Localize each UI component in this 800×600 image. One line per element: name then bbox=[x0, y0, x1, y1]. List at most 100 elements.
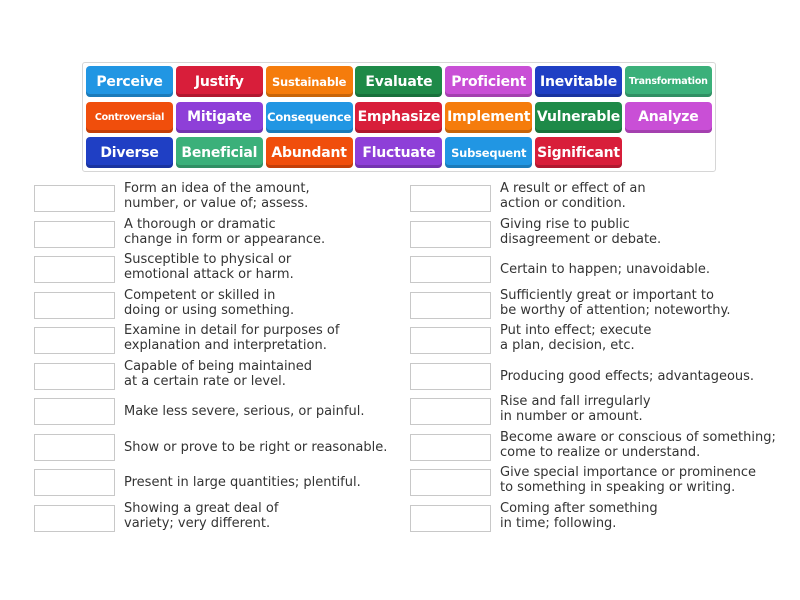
answer-drop-slot[interactable] bbox=[410, 504, 491, 532]
definition-line-1: Competent or skilled in bbox=[124, 287, 276, 303]
definition-line-1: Producing good effects; advantageous. bbox=[500, 368, 755, 384]
word-tile-tray: Perceive Justify Sustainable Evaluate Profic… bbox=[82, 62, 716, 172]
answer-drop-slot[interactable] bbox=[34, 469, 115, 496]
definition-row: Rise and fall irregularly in number or am… bbox=[410, 394, 800, 428]
definition-text: A result or effect of an action or condit… bbox=[500, 181, 800, 211]
answer-drop-slot[interactable] bbox=[410, 185, 491, 212]
word-tile-inevitable[interactable]: Inevitable bbox=[535, 66, 622, 97]
definition-line-2: in time; following. bbox=[500, 515, 617, 531]
definition-text: Producing good effects; advantageous. bbox=[500, 369, 800, 384]
word-tile-consequence[interactable]: Consequence bbox=[265, 101, 353, 133]
definition-line-2: variety; very different. bbox=[124, 515, 271, 531]
word-tile-implement[interactable]: Implement bbox=[445, 101, 533, 133]
definition-text: Sufficiently great or important to be wor… bbox=[500, 288, 800, 318]
definition-line-1: A result or effect of an bbox=[500, 181, 646, 196]
definition-line-1: Coming after something bbox=[500, 500, 658, 516]
definition-line-1: Become aware or conscious of something; bbox=[500, 429, 776, 445]
definition-text: Make less severe, serious, or painful. bbox=[124, 404, 424, 419]
word-tile-proficient[interactable]: Proficient bbox=[445, 66, 533, 97]
answer-drop-slot[interactable] bbox=[410, 327, 491, 354]
definition-row: Certain to happen; unavoidable. bbox=[410, 256, 800, 286]
definition-row: Put into effect; execute a plan, decision… bbox=[410, 323, 800, 357]
definition-row: Susceptible to physical or emotional atta… bbox=[34, 252, 424, 286]
definition-line-1: Put into effect; execute bbox=[500, 323, 652, 338]
answer-drop-slot[interactable] bbox=[34, 185, 115, 212]
definition-line-1: Form an idea of the amount, bbox=[124, 181, 310, 196]
word-tile-abundant[interactable]: Abundant bbox=[265, 137, 353, 168]
definition-line-2: disagreement or debate. bbox=[500, 231, 662, 247]
word-tile-emphasize[interactable]: Emphasize bbox=[355, 101, 443, 133]
definition-text: Examine in detail for purposes of explana… bbox=[124, 323, 424, 353]
definition-line-2: action or condition. bbox=[500, 196, 626, 211]
word-tile-analyze[interactable]: Analyze bbox=[624, 101, 712, 133]
definition-text: Give special importance or prominence to … bbox=[500, 465, 800, 495]
definition-line-1: Giving rise to public bbox=[500, 216, 630, 232]
definition-text: Capable of being maintained at a certain … bbox=[124, 359, 424, 389]
word-tile-transformation[interactable]: Transformation bbox=[624, 66, 712, 97]
answer-drop-slot[interactable] bbox=[410, 256, 491, 283]
definition-text: Show or prove to be right or reasonable. bbox=[124, 440, 424, 455]
answer-drop-slot[interactable] bbox=[34, 256, 115, 283]
definition-text: Competent or skilled in doing or using so… bbox=[124, 288, 424, 318]
definition-line-1: Give special importance or prominence bbox=[500, 465, 757, 480]
answer-drop-slot[interactable] bbox=[410, 398, 491, 425]
definition-row: Competent or skilled in doing or using so… bbox=[34, 288, 424, 322]
answer-drop-slot[interactable] bbox=[410, 291, 491, 319]
word-tile-controversial[interactable]: Controversial bbox=[86, 101, 173, 133]
answer-drop-slot[interactable] bbox=[34, 291, 115, 319]
definition-row: Examine in detail for purposes of explana… bbox=[34, 323, 424, 357]
definition-line-1: Make less severe, serious, or painful. bbox=[124, 404, 365, 419]
definition-line-1: Show or prove to be right or reasonable. bbox=[124, 439, 388, 455]
definition-text: Coming after something in time; following… bbox=[500, 501, 800, 531]
word-tile-beneficial[interactable]: Beneficial bbox=[175, 137, 263, 168]
definition-line-1: Present in large quantities; plentiful. bbox=[124, 475, 361, 490]
definition-line-2: in number or amount. bbox=[500, 409, 643, 424]
definition-line-1: Examine in detail for purposes of bbox=[124, 323, 340, 338]
answer-drop-slot[interactable] bbox=[410, 433, 491, 461]
word-tile-significant[interactable]: Significant bbox=[535, 137, 622, 168]
word-tile-sustainable[interactable]: Sustainable bbox=[265, 66, 353, 97]
definition-line-1: Showing a great deal of bbox=[124, 500, 279, 516]
word-tile-vulnerable[interactable]: Vulnerable bbox=[535, 101, 622, 133]
definition-line-1: Sufficiently great or important to bbox=[500, 287, 714, 303]
definition-row: Giving rise to public disagreement or deb… bbox=[410, 217, 800, 251]
definition-line-2: explanation and interpretation. bbox=[124, 338, 327, 353]
answer-drop-slot[interactable] bbox=[34, 504, 115, 532]
definition-row: Become aware or conscious of something; c… bbox=[410, 430, 800, 464]
definition-row: A result or effect of an action or condit… bbox=[410, 181, 800, 215]
definition-line-2: a plan, decision, etc. bbox=[500, 338, 635, 353]
definition-text: Showing a great deal of variety; very dif… bbox=[124, 501, 424, 531]
answer-drop-slot[interactable] bbox=[410, 362, 491, 390]
definition-row: Showing a great deal of variety; very dif… bbox=[34, 501, 424, 535]
word-tile-diverse[interactable]: Diverse bbox=[86, 137, 173, 168]
answer-drop-slot[interactable] bbox=[410, 469, 491, 496]
definition-line-2: come to realize or understand. bbox=[500, 444, 701, 460]
definition-row: Show or prove to be right or reasonable. bbox=[34, 433, 424, 464]
definition-row: Form an idea of the amount, number, or va… bbox=[34, 181, 424, 215]
answer-drop-slot[interactable] bbox=[34, 220, 115, 248]
word-tile-subsequent[interactable]: Subsequent bbox=[445, 137, 533, 168]
word-tile-fluctuate[interactable]: Fluctuate bbox=[355, 137, 443, 168]
definition-text: Certain to happen; unavoidable. bbox=[500, 262, 800, 277]
answer-drop-slot[interactable] bbox=[34, 327, 115, 354]
word-tile-mitigate[interactable]: Mitigate bbox=[175, 101, 263, 133]
word-tile-perceive[interactable]: Perceive bbox=[86, 66, 173, 97]
word-tile-evaluate[interactable]: Evaluate bbox=[355, 66, 443, 97]
answer-drop-slot[interactable] bbox=[410, 220, 491, 248]
answer-drop-slot[interactable] bbox=[34, 433, 115, 461]
definition-line-1: Capable of being maintained bbox=[124, 358, 313, 374]
definition-row: Give special importance or prominence to … bbox=[410, 465, 800, 499]
definition-line-1: Rise and fall irregularly bbox=[500, 394, 651, 409]
word-tile-justify[interactable]: Justify bbox=[175, 66, 263, 97]
definition-line-2: doing or using something. bbox=[124, 302, 295, 318]
definition-line-1: A thorough or dramatic bbox=[124, 216, 276, 232]
definition-text: Present in large quantities; plentiful. bbox=[124, 475, 424, 490]
definition-row: Capable of being maintained at a certain … bbox=[34, 359, 424, 393]
definition-text: Form an idea of the amount, number, or va… bbox=[124, 181, 424, 211]
answer-drop-slot[interactable] bbox=[34, 362, 115, 390]
answer-drop-slot[interactable] bbox=[34, 398, 115, 425]
definition-row: Make less severe, serious, or painful. bbox=[34, 398, 424, 428]
definition-row: A thorough or dramatic change in form or … bbox=[34, 217, 424, 251]
definition-line-1: Certain to happen; unavoidable. bbox=[500, 262, 711, 277]
definition-line-1: Susceptible to physical or bbox=[124, 252, 292, 267]
